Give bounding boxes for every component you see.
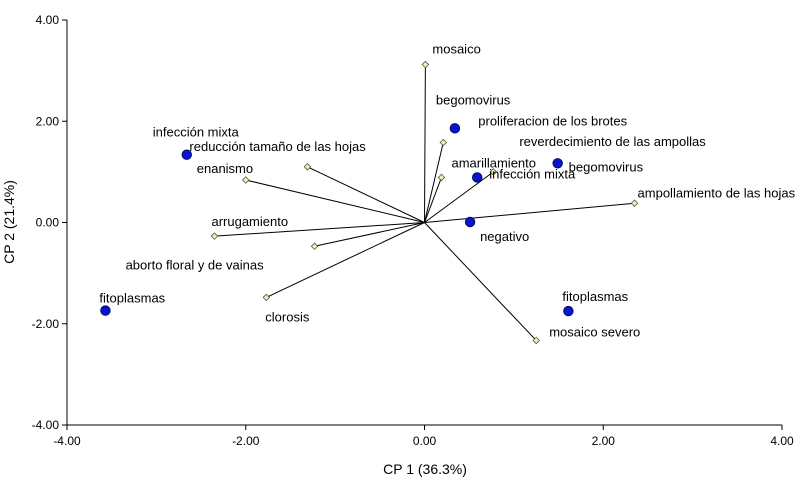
vector-label-3: reverdecimiento de las ampollas [519, 134, 706, 149]
score-label-0: infección mixta [153, 125, 240, 140]
score-point-6 [563, 305, 574, 317]
loading-vector-9 [314, 222, 425, 247]
score-point-5 [552, 158, 563, 169]
y-tick-label-3: -2.00 [32, 317, 60, 331]
x-tick-label-4: 4.00 [770, 434, 794, 448]
score-label-4: negativo [480, 229, 529, 244]
y-tick-label-4: -4.00 [32, 418, 60, 432]
loading-vector-4 [424, 202, 635, 223]
vector-label-5: mosaico severo [549, 324, 640, 339]
score-points [100, 123, 574, 317]
loading-marker-3 [489, 168, 498, 176]
loading-marker-8 [210, 232, 219, 240]
loading-marker-9 [310, 242, 319, 251]
loading-vector-3 [424, 171, 494, 223]
score-label-6: fitoplasmas [562, 289, 628, 304]
loading-marker-5 [532, 336, 540, 345]
vector-label-4: ampollamiento de las hojas [638, 185, 796, 200]
loading-vector-2 [424, 177, 442, 223]
score-label-1: fitoplasmas [99, 291, 165, 306]
score-point-0 [181, 149, 192, 160]
x-tick-label-3: 2.00 [592, 434, 616, 448]
y-tick-label-1: 2.00 [36, 114, 60, 128]
vector-label-0: mosaico [432, 42, 480, 57]
loading-marker-6 [303, 163, 312, 171]
loading-vector-10 [266, 222, 425, 298]
score-label-2: begomovirus [436, 92, 511, 107]
y-axis-title: CP 2 (21.4%) [1, 180, 17, 264]
loading-marker-1 [439, 138, 448, 147]
score-point-2 [449, 123, 461, 134]
loading-vector-0 [424, 64, 426, 223]
x-tick-label-2: 0.00 [413, 434, 437, 448]
loading-vector-1 [424, 142, 444, 223]
ticks: -4.00 -2.00 0.00 2.00 4.00 4.00 2.00 0.00 -2.00 -… [32, 13, 794, 448]
loading-vector-5 [424, 222, 537, 341]
loading-vectors [210, 60, 639, 345]
loading-vector-6 [307, 166, 425, 223]
score-point-4 [464, 216, 476, 228]
x-axis-title: CP 1 (36.3%) [383, 461, 467, 477]
x-tick-label-1: -2.00 [232, 434, 260, 448]
loading-marker-7 [241, 176, 250, 184]
score-label-5: begomovirus [569, 159, 644, 174]
loading-marker-2 [437, 173, 446, 182]
loading-vector-7 [245, 179, 425, 223]
vector-label-2: amarillamiento [451, 155, 536, 170]
loading-marker-0 [421, 60, 430, 69]
score-point-3 [472, 172, 483, 183]
loading-marker-4 [630, 199, 639, 208]
vector-label-1: proliferacion de los brotes [478, 114, 627, 129]
y-tick-label-2: 0.00 [36, 216, 60, 230]
loading-vector-8 [214, 222, 425, 237]
point-labels: infección mixtafitoplasmasbegomovirusinf… [99, 42, 795, 340]
vector-label-10: clorosis [265, 309, 310, 324]
vector-label-8: arrugamiento [211, 214, 288, 229]
x-tick-label-0: -4.00 [53, 434, 81, 448]
vector-label-9: aborto floral y de vainas [126, 257, 265, 272]
vector-label-6: reducción tamaño de las hojas [189, 139, 366, 154]
vector-label-7: enanismo [197, 161, 253, 176]
y-tick-label-0: 4.00 [36, 13, 60, 27]
score-point-1 [100, 305, 111, 316]
loading-marker-10 [262, 293, 271, 302]
score-label-3: infección mixta [489, 166, 576, 181]
